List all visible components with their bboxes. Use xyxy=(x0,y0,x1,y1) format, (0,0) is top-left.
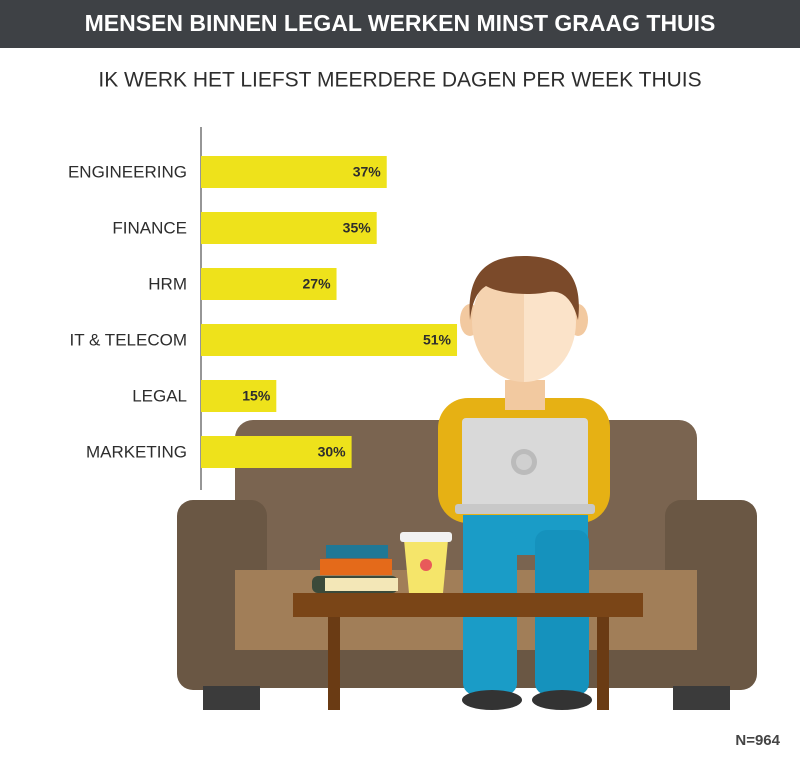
category-label: MARKETING xyxy=(86,442,187,461)
bar xyxy=(201,156,387,188)
chart-title: MENSEN BINNEN LEGAL WERKEN MINST GRAAG T… xyxy=(85,10,716,36)
value-label: 27% xyxy=(303,276,332,292)
category-label: LEGAL xyxy=(132,386,187,405)
value-label: 30% xyxy=(318,444,347,460)
category-label: FINANCE xyxy=(112,218,187,237)
bar xyxy=(201,268,337,300)
category-label: IT & TELECOM xyxy=(70,330,187,349)
chart-subtitle: IK WERK HET LIEFST MEERDERE DAGEN PER WE… xyxy=(98,69,701,92)
sample-note: N=964 xyxy=(735,732,780,749)
value-label: 35% xyxy=(343,220,372,236)
bars: ENGINEERING 37% FINANCE 35% HRM 27% IT & TELEC… xyxy=(68,156,458,468)
value-label: 37% xyxy=(353,164,382,180)
bar xyxy=(201,324,458,356)
bar xyxy=(201,436,352,468)
bar xyxy=(201,212,377,244)
header-bar xyxy=(0,0,800,48)
category-label: HRM xyxy=(148,274,187,293)
bar xyxy=(201,380,277,412)
illustration xyxy=(177,256,757,710)
value-label: 51% xyxy=(423,332,452,348)
value-label: 15% xyxy=(242,388,271,404)
category-label: ENGINEERING xyxy=(68,162,187,181)
